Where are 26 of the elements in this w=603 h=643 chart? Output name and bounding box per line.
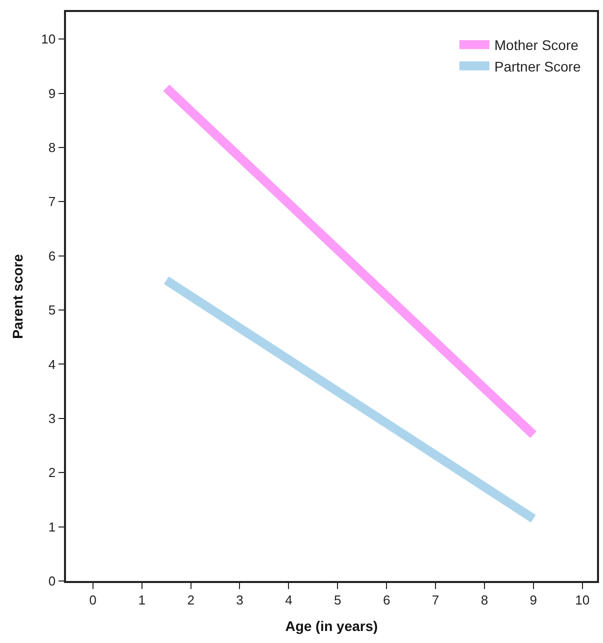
legend-label: Mother Score — [494, 37, 579, 54]
x-tick-label: 9 — [530, 592, 537, 608]
y-tick-label: 9 — [48, 86, 56, 101]
y-tick-label: 0 — [48, 574, 56, 589]
x-tick-label: 4 — [285, 592, 292, 608]
x-tick-label: 6 — [382, 592, 390, 608]
y-tick-label: 3 — [48, 410, 56, 426]
x-tick-label: 3 — [236, 592, 244, 608]
x-tick-label: 1 — [138, 592, 146, 608]
x-axis-title: Age (in years) — [285, 618, 378, 634]
y-tick-label: 8 — [48, 140, 56, 156]
x-tick-label: 7 — [432, 592, 440, 608]
x-tick-label: 8 — [480, 592, 488, 608]
y-tick-label: 4 — [48, 356, 56, 372]
x-tick-label: 0 — [89, 592, 97, 608]
y-axis-title: Parent score — [9, 254, 26, 339]
legend-label: Partner Score — [494, 58, 581, 74]
y-tick-label: 6 — [48, 248, 56, 264]
y-tick-label: 1 — [48, 519, 56, 534]
y-tick-label: 10 — [41, 32, 56, 47]
x-tick-label: 2 — [187, 592, 194, 608]
x-tick-label: 10 — [575, 592, 590, 608]
y-tick-label: 5 — [48, 302, 56, 318]
y-tick-label: 7 — [48, 194, 56, 210]
x-tick-label: 5 — [334, 592, 342, 608]
y-tick-label: 2 — [48, 465, 56, 480]
